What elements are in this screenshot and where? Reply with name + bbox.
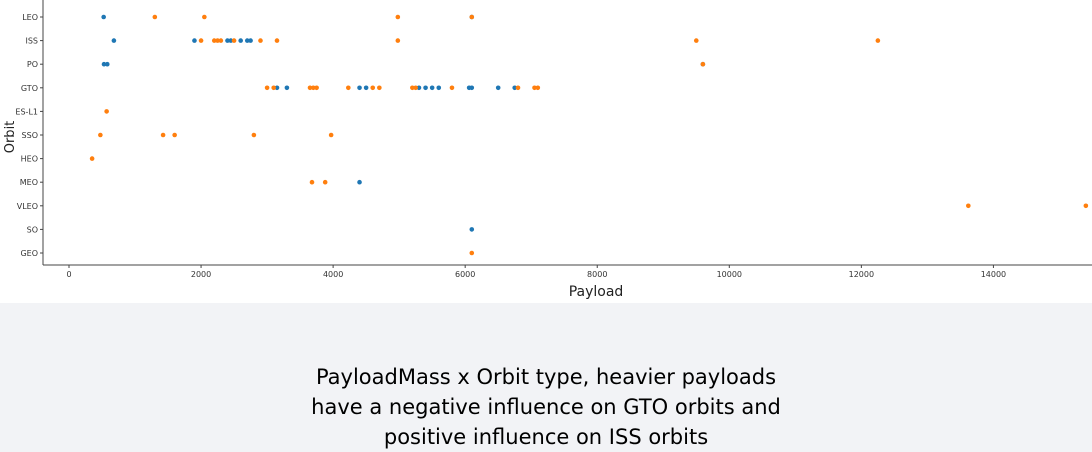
data-point [469, 227, 475, 232]
data-point [370, 85, 376, 91]
data-point [395, 14, 401, 20]
y-tick-label: ES-L1 [15, 107, 38, 116]
data-point [228, 38, 234, 43]
caption-line-3: positive influence on ISS orbits [383, 425, 709, 449]
x-ticks: 0 2000 4000 6000 8000 10000 12000 14000 [66, 265, 1006, 279]
data-point [512, 85, 518, 91]
data-point [311, 85, 316, 91]
data-point [413, 85, 418, 91]
y-ticks: LEO ISS PO GTO ES-L1 SSO HEO MEO VLEO SO GEO [15, 13, 43, 258]
data-point [429, 85, 435, 91]
y-tick-label: GTO [21, 84, 38, 93]
data-point [198, 38, 204, 43]
data-point [251, 132, 257, 138]
y-tick-label: SSO [22, 131, 38, 140]
data-point [357, 179, 362, 185]
data-point [258, 38, 263, 43]
y-tick-label: MEO [20, 178, 38, 187]
data-point [111, 38, 117, 43]
y-tick-label: LEO [22, 13, 38, 22]
data-point [449, 85, 455, 91]
data-point [244, 38, 250, 43]
y-tick-label: HEO [21, 155, 38, 164]
caption-line-1: PayloadMass x Orbit type, heavier payloa… [315, 365, 777, 389]
data-point [693, 38, 699, 43]
data-point [160, 132, 166, 138]
data-point [104, 61, 110, 67]
data-point [101, 61, 107, 67]
data-point [274, 85, 280, 91]
data-point [309, 179, 315, 185]
x-tick-label: 14000 [981, 270, 1006, 279]
caption: PayloadMass x Orbit type, heavier payloa… [0, 362, 1092, 452]
data-point [238, 38, 243, 43]
data-point [357, 85, 362, 91]
data-point [314, 85, 319, 91]
y-tick-label: ISS [25, 37, 38, 46]
data-point [966, 203, 971, 209]
data-point [515, 85, 521, 91]
scatter-chart: LEO ISS PO GTO ES-L1 SSO HEO MEO VLEO SO GEO 0 2000… [3, 0, 1092, 300]
data-point [322, 179, 328, 185]
data-point [700, 61, 706, 67]
data-points [89, 14, 1089, 256]
data-point [532, 85, 537, 91]
x-tick-label: 4000 [323, 270, 343, 279]
data-point [271, 85, 276, 91]
data-point [172, 132, 177, 138]
data-point [495, 85, 501, 91]
data-point [104, 109, 109, 114]
data-point [1083, 203, 1089, 209]
x-tick-label: 0 [66, 270, 71, 279]
y-tick-label: SO [27, 225, 38, 234]
data-point [218, 38, 224, 43]
data-point [101, 14, 106, 20]
data-point [225, 38, 230, 43]
data-point [469, 250, 475, 256]
data-point [363, 85, 369, 91]
y-tick-label: VLEO [17, 202, 38, 211]
y-tick-label: PO [27, 60, 38, 69]
data-point [416, 85, 422, 91]
data-point [264, 85, 270, 91]
data-point [395, 38, 401, 43]
data-point [202, 14, 207, 20]
data-point [328, 132, 334, 138]
data-point [423, 85, 428, 91]
x-tick-label: 8000 [587, 270, 607, 279]
data-point [192, 38, 197, 43]
chart-panel: LEO ISS PO GTO ES-L1 SSO HEO MEO VLEO SO GEO 0 2000… [0, 0, 1092, 303]
data-point [248, 38, 253, 43]
x-axis-label: Payload [569, 284, 624, 300]
y-axis-label: Orbit [3, 121, 18, 154]
y-tick-label: GEO [20, 249, 38, 258]
data-point [875, 38, 881, 43]
data-point [346, 85, 351, 91]
data-point [152, 14, 158, 20]
data-point [215, 38, 220, 43]
data-point [436, 85, 442, 91]
data-point [231, 38, 237, 43]
x-tick-label: 12000 [849, 270, 874, 279]
caption-line-2: have a negative influence on GTO orbits … [311, 395, 781, 419]
data-point [89, 156, 95, 161]
data-point [274, 38, 280, 43]
data-point [535, 85, 541, 91]
data-point [469, 14, 475, 20]
data-point [98, 132, 103, 138]
data-point [469, 85, 475, 91]
data-point [211, 38, 217, 43]
x-tick-label: 2000 [191, 270, 211, 279]
data-point [284, 85, 290, 91]
data-point [377, 85, 382, 91]
x-tick-label: 6000 [455, 270, 475, 279]
x-tick-label: 10000 [717, 270, 742, 279]
data-point [307, 85, 313, 91]
data-point [410, 85, 415, 91]
